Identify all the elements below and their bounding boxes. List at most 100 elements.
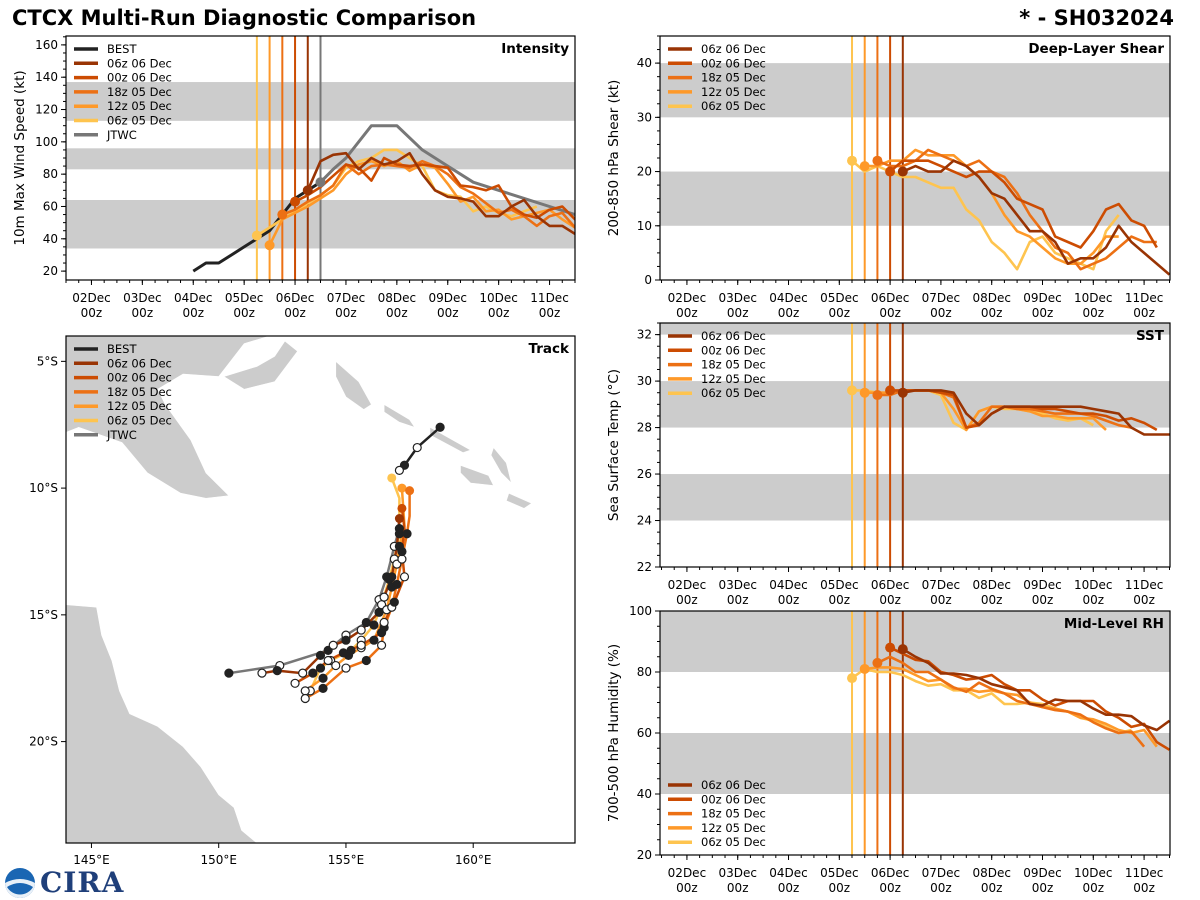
rh-panel: 2040608010002Dec00z03Dec00z04Dec00z05Dec… — [606, 604, 1171, 895]
track-init-point — [387, 473, 397, 483]
x-tick-sublabel: 00z — [930, 306, 952, 320]
land-mass — [505, 492, 533, 509]
x-tick-label: 04Dec — [174, 291, 213, 305]
legend-label: JTWC — [106, 428, 137, 442]
track-point-12z — [356, 625, 366, 635]
y-tick-label: 20°S — [29, 735, 58, 749]
legend-label: 12z 05 Dec — [701, 85, 766, 99]
legend-label: 18z 05 Dec — [107, 85, 172, 99]
x-tick-label: 02Dec — [668, 578, 707, 592]
x-tick-sublabel: 00z — [1083, 306, 1105, 320]
series-line-18z-05-Dec — [876, 148, 1157, 271]
x-tick-label: 08Dec — [972, 578, 1011, 592]
x-tick-label: 04Dec — [769, 291, 808, 305]
legend-label: 18z 05 Dec — [701, 807, 766, 821]
x-tick-label: 06Dec — [871, 866, 910, 880]
x-tick-label: 05Dec — [820, 866, 859, 880]
legend-label: 18z 05 Dec — [701, 71, 766, 85]
y-tick-label: 15°S — [29, 608, 58, 622]
land-mass — [66, 604, 258, 843]
legend-label: 12z 05 Dec — [701, 821, 766, 835]
legend-label: BEST — [107, 342, 137, 356]
legend-label: 00z 06 Dec — [701, 343, 766, 357]
x-tick-label: 07Dec — [922, 866, 961, 880]
cira-logo: CIRA — [4, 866, 124, 899]
x-tick-sublabel: 00z — [981, 881, 1003, 895]
init-point — [885, 385, 896, 396]
y-tick-label: 40 — [637, 787, 652, 801]
panel-title: Deep-Layer Shear — [1028, 41, 1164, 57]
track-point-12z — [394, 465, 404, 475]
series-line-06z-05-Dec — [256, 148, 538, 237]
x-tick-sublabel: 00z — [676, 306, 698, 320]
panel-title: Intensity — [501, 41, 569, 57]
x-tick-label: 09Dec — [1023, 578, 1062, 592]
track-point-00z — [397, 546, 407, 557]
x-tick-sublabel: 00z — [1133, 306, 1155, 320]
y-tick-label: 80 — [43, 167, 58, 181]
track-point-12z — [379, 617, 389, 628]
init-point — [847, 155, 858, 166]
series-line-06z-06-Dec — [902, 389, 1170, 436]
x-tick-label: 03Dec — [718, 866, 757, 880]
legend-label: 06z 06 Dec — [701, 329, 766, 343]
plot-frame — [659, 610, 1171, 856]
x-tick-label: 08Dec — [378, 291, 417, 305]
x-tick-sublabel: 00z — [829, 306, 851, 320]
land-mass — [223, 340, 299, 390]
init-point — [277, 209, 288, 220]
track-point-00z — [369, 620, 379, 630]
track-point-00z — [272, 666, 282, 676]
series-line-00z-06-Dec — [294, 156, 575, 221]
track-point-00z — [402, 529, 412, 539]
x-tick-sublabel: 00z — [778, 881, 800, 895]
x-tick-sublabel: 00z — [727, 593, 749, 607]
x-tick-sublabel: 00z — [284, 306, 306, 320]
legend-label: 06z 06 Dec — [107, 56, 172, 70]
x-tick-sublabel: 00z — [539, 306, 561, 320]
track-point-00z — [308, 668, 318, 678]
track-init-point — [397, 483, 407, 493]
init-point — [847, 385, 858, 396]
series-line-12z-05-Dec — [864, 666, 1158, 748]
x-tick-label: 11Dec — [530, 291, 569, 305]
x-tick-label: 11Dec — [1125, 578, 1164, 592]
x-tick-sublabel: 00z — [930, 881, 952, 895]
track-point-12z — [257, 668, 267, 678]
panel-title: SST — [1136, 328, 1165, 344]
series-line-06z-06-Dec — [306, 151, 575, 235]
y-tick-label: 30 — [637, 374, 652, 388]
init-point — [859, 387, 870, 398]
x-tick-label: 145°E — [73, 853, 110, 867]
track-point-00z — [315, 663, 326, 673]
track-point-00z — [389, 597, 399, 607]
init-point — [885, 166, 896, 177]
legend-label: 00z 06 Dec — [107, 371, 172, 385]
track-point-00z — [361, 617, 371, 628]
x-tick-sublabel: 00z — [981, 306, 1003, 320]
x-tick-label: 11Dec — [1125, 291, 1164, 305]
x-tick-sublabel: 00z — [778, 593, 800, 607]
x-tick-label: 08Dec — [972, 866, 1011, 880]
y-axis-label: 700-500 hPa Humidity (%) — [606, 644, 622, 822]
track-point-12z — [328, 640, 338, 650]
panel-title: Track — [529, 341, 570, 357]
track-point-12z — [323, 655, 333, 666]
init-point — [885, 642, 896, 653]
y-tick-label: 30 — [637, 110, 652, 124]
legend-label: 12z 05 Dec — [107, 99, 172, 113]
init-point — [897, 644, 908, 655]
y-tick-label: 60 — [637, 726, 652, 740]
sst-plot-area — [660, 323, 1170, 567]
y-tick-label: 28 — [637, 421, 652, 435]
track-point-12z — [397, 554, 407, 564]
y-tick-label: 40 — [43, 232, 58, 246]
land-mass — [460, 464, 495, 486]
x-tick-sublabel: 00z — [1133, 881, 1155, 895]
x-tick-label: 09Dec — [1023, 291, 1062, 305]
threshold-band — [660, 733, 1170, 794]
y-tick-label: 160 — [35, 38, 58, 52]
y-axis-label: 200-850 hPa Shear (kt) — [606, 80, 622, 237]
track-init-point — [397, 503, 407, 513]
legend-label: 06z 05 Dec — [107, 414, 172, 428]
